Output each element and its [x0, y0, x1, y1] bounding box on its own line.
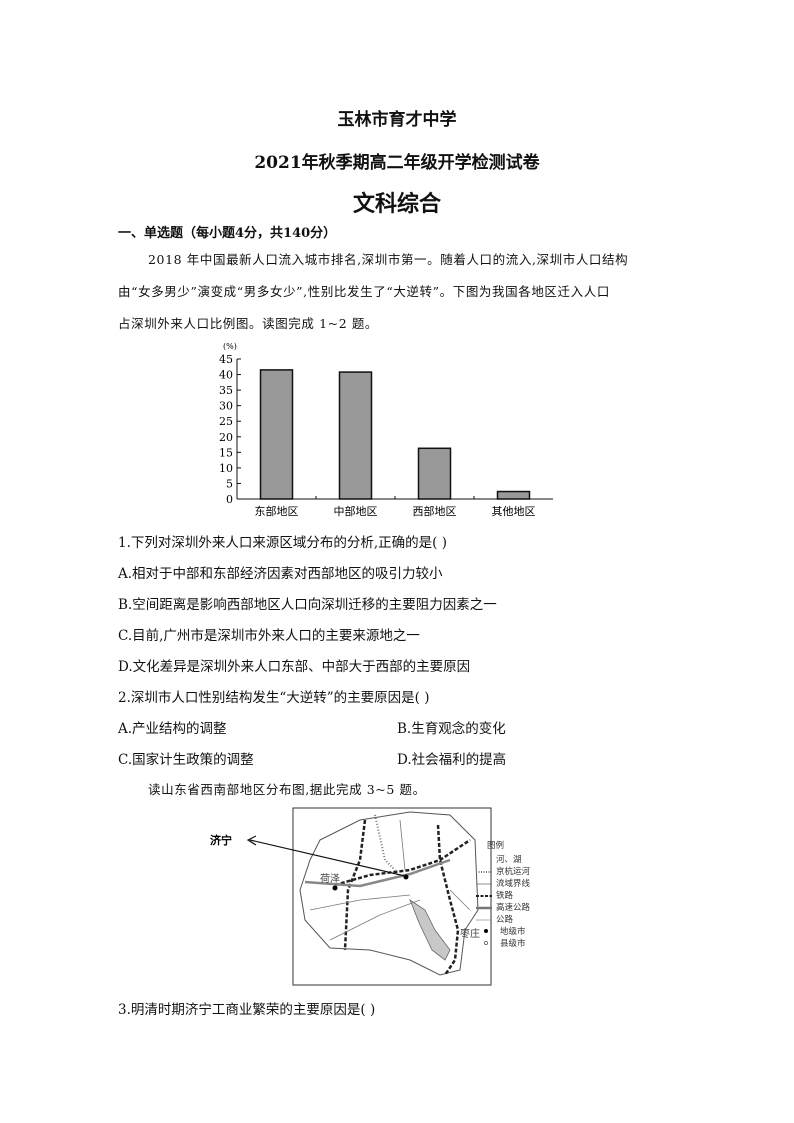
- legend-title: 图例: [487, 840, 504, 851]
- section-heading: 一、单选题（每小题4分，共140分）: [118, 226, 337, 241]
- y-axis-label: (%): [223, 342, 237, 351]
- question-3-stem: 3.明清时期济宁工商业繁荣的主要原因是( ): [118, 1002, 376, 1018]
- legend-railway: 铁路: [496, 890, 514, 901]
- option-2b[interactable]: B.生育观念的变化: [397, 721, 506, 737]
- y-tick-label: 35: [219, 384, 233, 397]
- y-tick-label: 0: [226, 493, 233, 506]
- y-tick-label: 20: [219, 431, 233, 444]
- map-legend: 图例 河、湖 京杭运河 流域界线 铁路 高速公路 公路 地级市 县级市: [476, 840, 531, 949]
- legend-boundary: 流域界线: [496, 878, 531, 889]
- exam-title: 2021年秋季期高二年级开学检测试卷: [254, 153, 540, 173]
- legend-expressway: 高速公路: [496, 902, 531, 913]
- bar-2: [338, 371, 373, 500]
- option-2c[interactable]: C.国家计生政策的调整: [118, 752, 254, 768]
- legend-lake: 河、湖: [496, 854, 522, 865]
- map-label-heze: 荷泽: [320, 873, 340, 885]
- passage-line: 2018 年中国最新人口流入城市排名,深圳市第一。随着人口的流入,深圳市人口结构: [148, 252, 629, 267]
- option-2d[interactable]: D.社会福利的提高: [397, 752, 507, 768]
- question-1-stem: 1.下列对深圳外来人口来源区域分布的分析,正确的是( ): [118, 535, 447, 551]
- legend-county-city: 县级市: [500, 938, 526, 949]
- y-tick-label: 30: [219, 400, 233, 413]
- bar-3: [417, 447, 452, 500]
- x-tick-label: 东部地区: [255, 504, 299, 518]
- y-tick-label: 45: [219, 353, 233, 366]
- map-callout-jining: 济宁: [210, 833, 232, 847]
- question-2-stem: 2.深圳市人口性别结构发生“大逆转”的主要原因是( ): [118, 690, 430, 706]
- option-1c[interactable]: C.目前,广州市是深圳市外来人口的主要来源地之一: [118, 628, 420, 644]
- bar-1: [259, 369, 294, 500]
- legend-canal: 京杭运河: [496, 866, 531, 877]
- legend-road: 公路: [496, 914, 514, 925]
- y-tick-label: 40: [219, 369, 233, 382]
- passage-line: 由“女多男少”演变成“男多女少”,性别比发生了“大逆转”。下图为我国各地区迁入人…: [118, 284, 610, 299]
- option-1d[interactable]: D.文化差异是深圳外来人口东部、中部大于西部的主要原因: [118, 659, 471, 675]
- option-1b[interactable]: B.空间距离是影响西部地区人口向深圳迁移的主要阻力因素之一: [118, 597, 497, 613]
- y-tick-label: 15: [219, 446, 233, 459]
- y-tick-label: 25: [219, 415, 233, 428]
- y-tick-label: 5: [226, 477, 233, 490]
- option-1a[interactable]: A.相对于中部和东部经济因素对西部地区的吸引力较小: [118, 566, 443, 582]
- bar-4: [496, 490, 531, 500]
- school-name: 玉林市育才中学: [337, 110, 457, 130]
- x-tick-label: 其他地区: [492, 505, 536, 518]
- option-2a[interactable]: A.产业结构的调整: [118, 721, 227, 737]
- x-tick-label: 西部地区: [413, 504, 457, 518]
- y-tick-label: 10: [219, 462, 233, 475]
- x-tick-label: 中部地区: [334, 504, 378, 518]
- bar-chart: (%) 0 5 10 15 20 25 30 35 40 45 东部地区 中部地区 西部地区 其他地区: [219, 342, 553, 518]
- subject-title: 文科综合: [352, 191, 441, 217]
- passage-line: 占深圳外来人口比例图。读图完成 1~2 题。: [118, 316, 379, 331]
- passage-2: 读山东省西南部地区分布图,据此完成 3~5 题。: [148, 782, 426, 797]
- shandong-map: 济宁 荷泽 枣庄 图例 河、湖 京杭运河 流域界线 铁路 高速公路 公路 地级市…: [210, 807, 531, 986]
- legend-prefecture-city: 地级市: [500, 926, 526, 937]
- map-label-zaozhuang: 枣庄: [460, 927, 480, 940]
